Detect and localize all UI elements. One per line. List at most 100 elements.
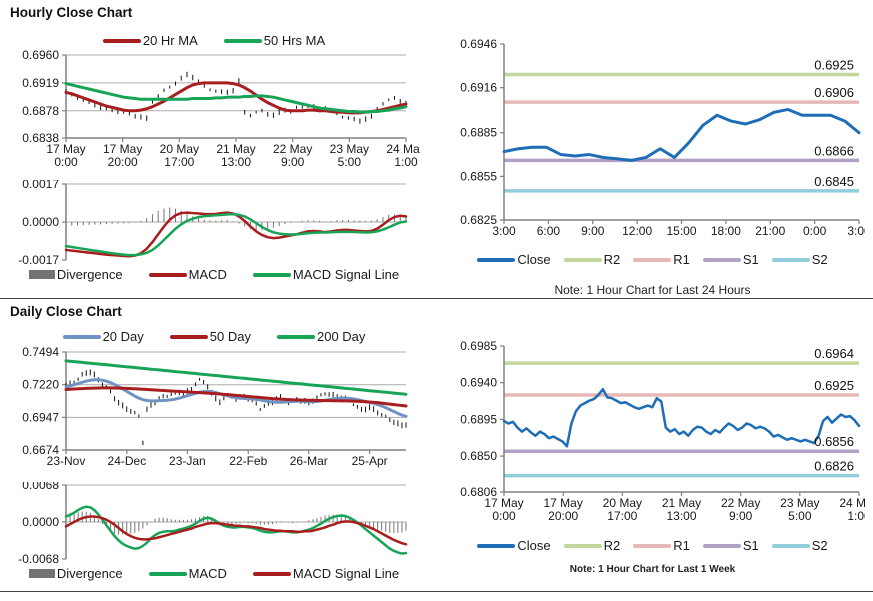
svg-text:25-Apr: 25-Apr [352,454,388,468]
svg-text:21:00: 21:00 [755,224,785,238]
legend-label-50-hrs-ma: 50 Hrs MA [263,33,326,48]
svg-text:22 May: 22 May [273,142,312,156]
legend-swatch-close [477,257,516,262]
daily-macd-legend: Divergence MACD MACD Signal Line [8,566,420,581]
legend-swatch-20-day [62,334,101,339]
svg-text:0.6919: 0.6919 [22,76,59,90]
legend-item-20-day: 20 Day [62,329,144,344]
svg-text:0.6946: 0.6946 [460,37,497,51]
legend-label-r1: R1 [673,538,690,553]
hourly-chart-note: Note: 1 Hour Chart for Last 24 Hours [554,283,751,297]
legend-swatch-macd-signal-line [252,272,291,277]
svg-text:22-Feb: 22-Feb [229,454,267,468]
svg-text:9:00: 9:00 [729,509,753,523]
legend-label-20-hr-ma: 20 Hr MA [142,33,198,48]
hourly-section-title: Hourly Close Chart [10,5,133,20]
svg-text:20:00: 20:00 [548,509,578,523]
daily-macd-chart: 0.0068 0.0000 -0.0068 [18,482,408,564]
bottom-divider [0,591,873,592]
svg-text:0.6895: 0.6895 [460,412,497,426]
legend-item-50-day: 50 Day [169,329,251,344]
legend-label-macd: MACD [188,267,227,282]
svg-text:0:00: 0:00 [54,155,78,169]
hourly-macd-legend: Divergence MACD MACD Signal Line [8,267,420,282]
legend-item-s1: S1 [702,538,759,553]
legend-swatch-r2 [563,543,602,548]
legend-item-close: Close [477,538,551,553]
daily-pivot-legend: Close R2 R1 S1 S2 [440,538,865,553]
svg-text:0.6947: 0.6947 [22,410,59,424]
legend-item-50-hrs-ma: 50 Hrs MA [223,33,326,48]
svg-text:13:00: 13:00 [221,155,251,169]
legend-item-r2: R2 [563,538,620,553]
legend-label-s2: S2 [811,252,828,267]
svg-text:6:00: 6:00 [537,224,561,238]
legend-swatch-s1 [702,543,741,548]
svg-text:-0.0017: -0.0017 [18,253,59,266]
legend-item-macd-signal-line: MACD Signal Line [252,267,399,282]
svg-text:0.0000: 0.0000 [22,515,59,529]
svg-text:9:00: 9:00 [281,155,305,169]
svg-text:17 May: 17 May [46,142,85,156]
legend-label-20-day: 20 Day [102,329,144,344]
svg-text:21 May: 21 May [662,496,701,510]
svg-text:0.6826: 0.6826 [814,459,854,474]
svg-text:21 May: 21 May [216,142,255,156]
legend-item-s2: S2 [771,538,828,553]
svg-text:12:00: 12:00 [622,224,652,238]
svg-text:15:00: 15:00 [666,224,696,238]
legend-swatch-s1 [702,257,741,262]
svg-text:17 May: 17 May [103,142,142,156]
legend-swatch-r2 [563,257,602,262]
legend-item-macd-signal-line: MACD Signal Line [252,566,400,581]
legend-item-r1: R1 [633,252,690,267]
legend-label-macd-signal-line: MACD Signal Line [292,566,400,581]
legend-item-divergence: Divergence [28,267,123,282]
svg-text:0.6878: 0.6878 [22,104,59,118]
hourly-macd-chart: 0.0017 0.0000 -0.0017 [18,180,408,266]
svg-text:0.6838: 0.6838 [22,131,59,145]
legend-swatch-close [477,543,516,548]
svg-text:0.6925: 0.6925 [814,58,854,73]
svg-text:0.6856: 0.6856 [814,434,854,449]
svg-text:20 May: 20 May [160,142,199,156]
svg-text:-0.0068: -0.0068 [18,552,59,564]
legend-swatch-macd-signal-line [252,571,291,576]
legend-swatch-macd [148,571,187,576]
svg-text:17 May: 17 May [543,496,582,510]
svg-text:0.0068: 0.0068 [22,482,59,492]
legend-label-divergence: Divergence [56,267,123,282]
daily-section-title: Daily Close Chart [10,304,122,319]
svg-text:3:00: 3:00 [492,224,516,238]
svg-text:0.0017: 0.0017 [22,180,59,191]
svg-text:0.6825: 0.6825 [460,213,497,227]
legend-swatch-20-hr-ma [102,38,141,43]
svg-text:17:00: 17:00 [607,509,637,523]
svg-text:26-Mar: 26-Mar [290,454,328,468]
svg-text:0.6985: 0.6985 [460,339,497,353]
svg-text:22 May: 22 May [721,496,760,510]
legend-item-200-day: 200 Day [276,329,365,344]
legend-label-close: Close [517,538,551,553]
svg-text:0.6885: 0.6885 [460,126,497,140]
svg-text:0.6916: 0.6916 [460,81,497,95]
svg-text:20:00: 20:00 [108,155,138,169]
legend-label-50-day: 50 Day [209,329,251,344]
legend-swatch-divergence [28,569,55,578]
legend-item-close: Close [477,252,551,267]
hourly-price-legend: 20 Hr MA 50 Hrs MA [8,33,420,48]
svg-text:24 May: 24 May [839,496,865,510]
svg-text:1:00: 1:00 [847,509,865,523]
legend-item-divergence: Divergence [28,566,123,581]
svg-text:13:00: 13:00 [666,509,696,523]
svg-text:0.6866: 0.6866 [814,143,854,158]
svg-text:0.6845: 0.6845 [814,174,854,189]
svg-text:17 May: 17 May [484,496,523,510]
legend-item-macd: MACD [148,566,227,581]
legend-label-r2: R2 [603,252,621,267]
legend-label-s1: S1 [742,252,759,267]
